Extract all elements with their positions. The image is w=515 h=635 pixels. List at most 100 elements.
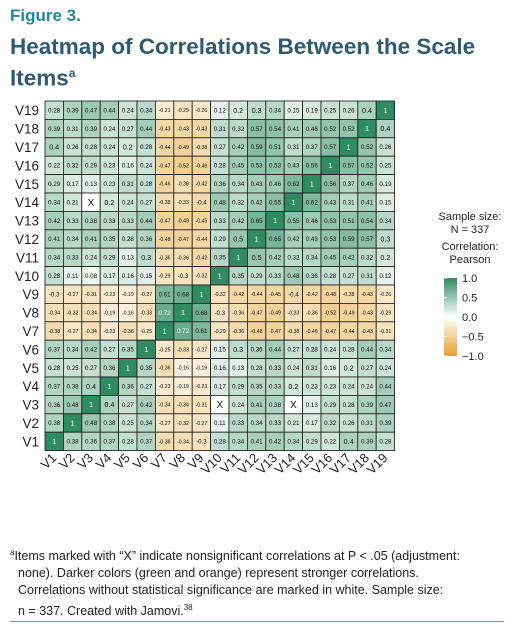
cell-value-label: 0.42 [343, 255, 356, 262]
cell-value-label: 0.68 [195, 310, 208, 317]
cell-value-label: 0.65 [269, 236, 282, 243]
cell-value-label: 0.2 [233, 106, 243, 115]
cell-value-label: 0.37 [306, 144, 319, 151]
y-tick-label: V2 [22, 416, 39, 431]
cell-value-label: 0.33 [67, 218, 80, 225]
cell-value-label: -0.3 [214, 310, 225, 317]
cell-value-label: -0.45 [269, 292, 281, 298]
cell-value-label: 0.27 [85, 365, 98, 372]
cell-value-label: 0.27 [361, 365, 374, 372]
cell-value-label: -0.52 [324, 310, 336, 316]
cell-value-label: -0.36 [232, 329, 244, 335]
cell-value-label: 0.35 [214, 255, 227, 262]
cell-value-label: -0.23 [103, 292, 115, 298]
cell-value-label: -0.36 [306, 310, 318, 316]
cell-value-label: 0.28 [214, 439, 227, 446]
cell-value-label: -0.36 [159, 366, 171, 372]
cell-value-label: 0.26 [67, 144, 80, 151]
cell-value-label: 0.38 [48, 420, 61, 427]
cell-value-label: -0.42 [195, 255, 207, 261]
legend-tick-label: 0.0 [462, 312, 477, 324]
cell-value-label: 0.25 [122, 420, 135, 427]
cell-value-label: 0.62 [287, 181, 300, 188]
y-tick-label: V14 [15, 195, 40, 210]
cell-value-label: 0.15 [140, 273, 153, 280]
cell-value-label: 0.32 [361, 255, 374, 262]
cell-value-label: 0.32 [232, 126, 245, 133]
cell-value-label: 0.46 [306, 126, 319, 133]
cell-value-label: 0.28 [140, 144, 153, 151]
cell-value-label: -0.47 [269, 329, 281, 335]
cell-value-label: 0.34 [232, 439, 245, 446]
cell-value-label: 0.35 [140, 365, 153, 372]
chart-title: Heatmap of Correlations Between the Scal… [10, 34, 500, 92]
cell-value-label: 0.24 [140, 163, 153, 170]
cell-value-label: 0.51 [343, 218, 356, 225]
bottom-rule [10, 621, 504, 622]
cell-value-label: -0.3 [49, 291, 60, 298]
cell-value-label: 0.24 [379, 365, 392, 372]
cell-value-label: -0.23 [195, 384, 207, 390]
cell-value-label: 0.27 [122, 126, 135, 133]
cell-value-label: 0.44 [379, 383, 392, 390]
cell-value-label: -0.45 [195, 218, 207, 224]
cell-value-label: 0.26 [343, 420, 356, 427]
cell-value-label: 0.27 [287, 347, 300, 354]
cell-value-label: -0.43 [361, 329, 373, 335]
cell-value-label: -0.29 [159, 274, 171, 280]
cell-value-label: -0.29 [214, 329, 226, 335]
cell-value-label: 0.48 [85, 420, 98, 427]
footnote-line-3: Correlations without statistical signifi… [18, 583, 444, 598]
cell-value-label: 0.13 [85, 181, 98, 188]
cell-value-label: 0.42 [232, 218, 245, 225]
y-tick-label: V12 [15, 232, 39, 247]
cell-value-label: -0.38 [195, 145, 207, 151]
cell-value-label: 0.54 [269, 126, 282, 133]
y-tick-label: V9 [22, 287, 39, 302]
cell-value-label: 0.42 [85, 347, 98, 354]
cell-value-label: 0.27 [140, 383, 153, 390]
cell-value-label: -0.36 [159, 255, 171, 261]
cell-value-label: 0.41 [251, 402, 264, 409]
cell-value-label: -0.38 [343, 292, 355, 298]
cell-value-label: 0.34 [379, 218, 392, 225]
cell-value-label: 0.55 [269, 199, 282, 206]
cell-value-label: 0.33 [103, 218, 116, 225]
cell-value-label: -0.38 [159, 200, 171, 206]
cell-value-label: 0.31 [306, 365, 319, 372]
cell-value-label: 0.36 [48, 402, 61, 409]
cell-value-label: -0.44 [195, 237, 207, 243]
cell-value-label: -0.33 [177, 347, 189, 353]
cell-value-label: 0.41 [287, 126, 300, 133]
cell-value-label: -0.32 [214, 292, 226, 298]
cell-value-label: 0.27 [140, 199, 153, 206]
legend-tick-label: −0.5 [462, 332, 484, 344]
y-tick-label: V4 [22, 379, 39, 394]
cell-value-label: -0.49 [343, 310, 355, 316]
cell-value-label: 0.36 [306, 273, 319, 280]
cell-value-label: -0.34 [159, 402, 171, 408]
cell-value-label: 0.17 [67, 181, 80, 188]
cell-value-label: 0.24 [122, 107, 135, 114]
cell-value-label: 0.44 [140, 218, 153, 225]
cell-value-label: 0.42 [232, 144, 245, 151]
cell-value-label: 0.54 [361, 218, 374, 225]
cell-value-label: 0.22 [324, 439, 337, 446]
y-tick-label: V18 [15, 122, 39, 137]
cell-value-label: 0.34 [140, 420, 153, 427]
cell-value-label: 0.44 [140, 126, 153, 133]
cell-value-label: 0.43 [306, 236, 319, 243]
cell-value-label: 0.27 [214, 144, 227, 151]
cell-value-label: 0.3 [380, 235, 390, 244]
cell-value-label: -0.44 [159, 145, 171, 151]
cell-value-label: -0.27 [140, 292, 152, 298]
cell-value-label: 0.39 [67, 107, 80, 114]
cell-value-label: -0.47 [251, 310, 263, 316]
cell-value-label: 0.37 [103, 439, 116, 446]
cell-value-label: 0.34 [379, 347, 392, 354]
cell-value-label: 0.43 [287, 163, 300, 170]
cell-value-label: 0.24 [232, 402, 245, 409]
footnote-line-4: n = 337. Created with Jamovi. [18, 604, 184, 619]
cell-value-label: 0.53 [251, 163, 264, 170]
cell-value-label: -0.46 [306, 329, 318, 335]
